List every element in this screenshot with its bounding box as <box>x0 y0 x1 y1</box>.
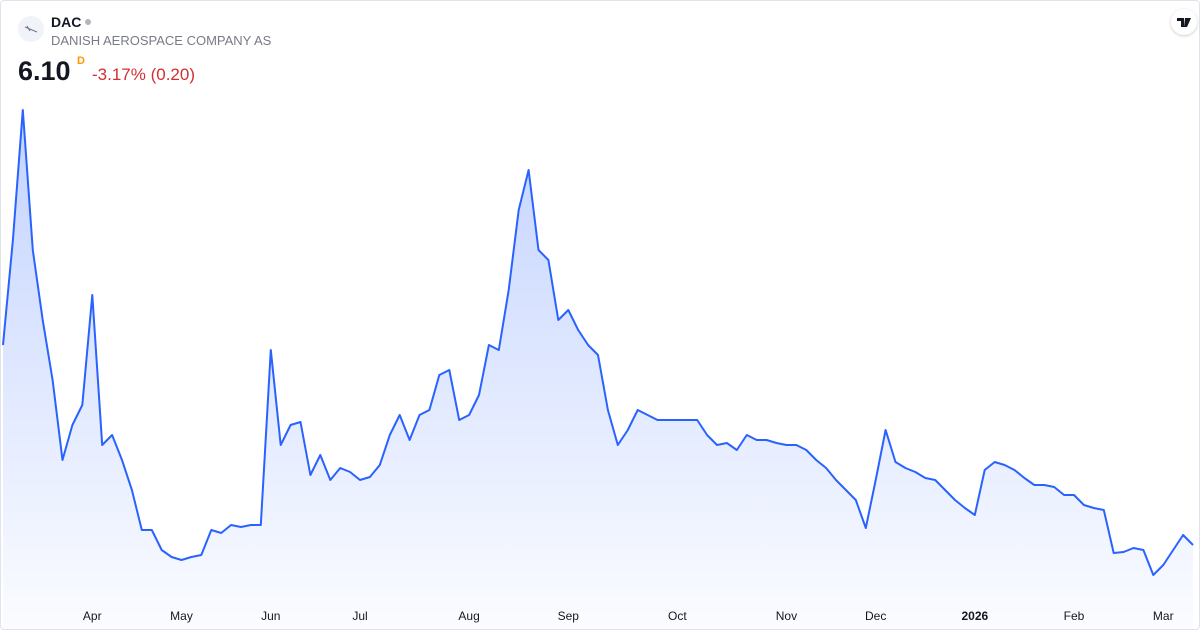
x-tick-label: Feb <box>1064 609 1085 623</box>
price-line <box>2 109 1194 576</box>
symbol[interactable]: DAC <box>51 14 92 30</box>
status-dot <box>85 19 92 25</box>
x-tick-label: Jun <box>261 609 280 623</box>
x-tick-label: Sep <box>558 609 580 623</box>
x-tick-label: Nov <box>776 609 797 623</box>
symbol-text[interactable]: DAC <box>51 14 82 30</box>
price-flag: D <box>77 55 85 67</box>
price: 6.10 <box>18 56 71 86</box>
area-fill <box>3 110 1193 629</box>
tv-icon <box>1177 18 1191 27</box>
x-tick-label: Jul <box>352 609 367 623</box>
symbol-logo <box>18 16 44 42</box>
x-tick-label: Aug <box>458 609 479 623</box>
company-name: DANISH AEROSPACE COMPANY AS <box>51 33 272 48</box>
price-change: -3.17% (0.20) <box>92 65 195 84</box>
x-tick-label: Oct <box>668 609 687 623</box>
x-tick-label: Apr <box>83 609 102 623</box>
tradingview-logo[interactable] <box>1171 9 1197 35</box>
x-tick-label: 2026 <box>961 609 988 623</box>
x-tick-label: May <box>170 609 193 623</box>
x-tick-label: Mar <box>1153 609 1174 623</box>
logo-icon <box>24 25 38 33</box>
x-tick-label: Dec <box>865 609 886 623</box>
